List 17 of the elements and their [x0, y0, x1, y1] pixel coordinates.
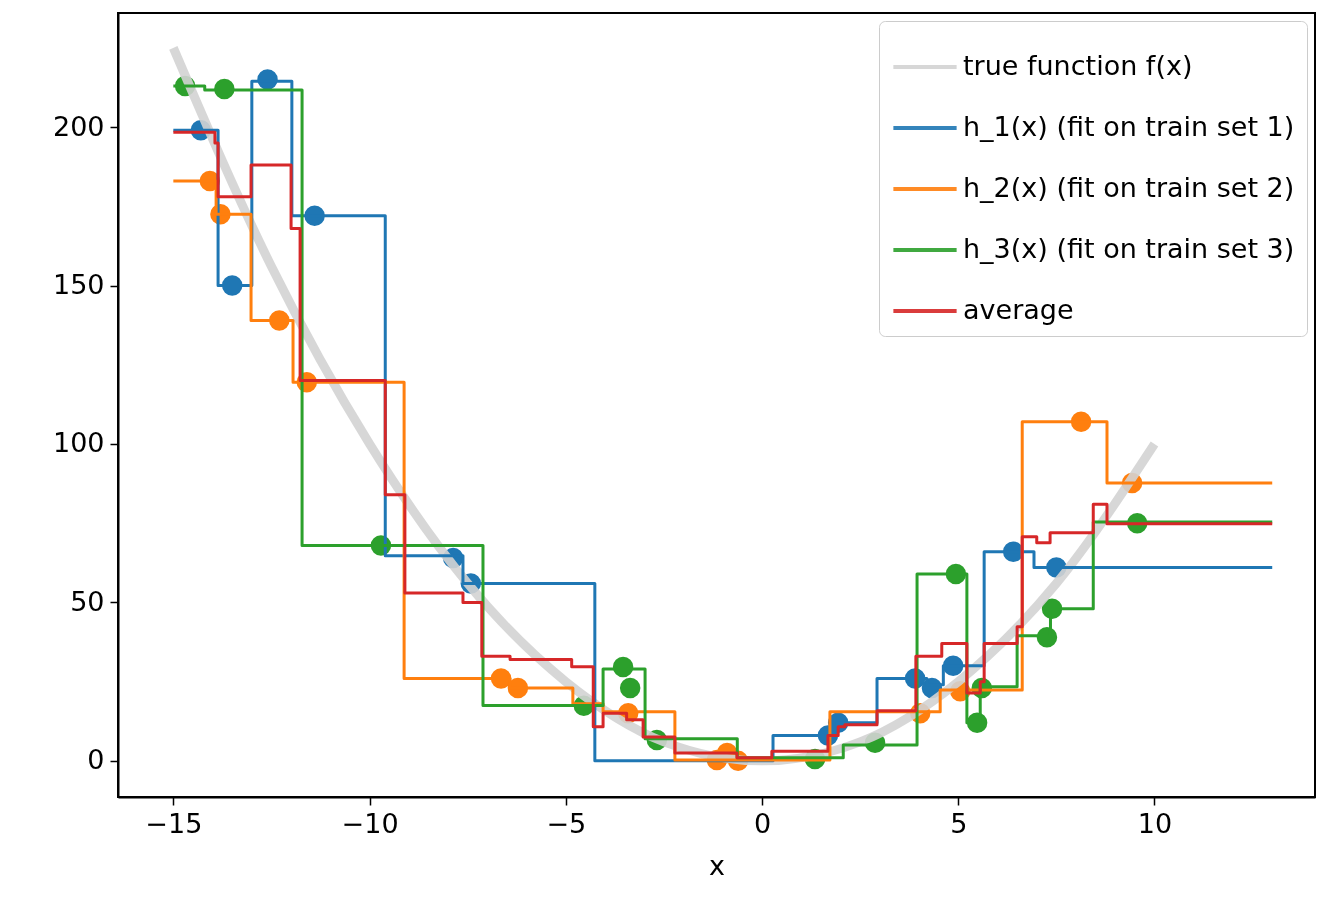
legend-label: h_2(x) (fit on train set 2) — [963, 172, 1295, 203]
legend-label: h_1(x) (fit on train set 1) — [963, 111, 1295, 142]
x-tick-label: −5 — [546, 807, 587, 839]
y-tick-label: 50 — [70, 585, 105, 617]
x-tick-label: 5 — [950, 807, 968, 839]
legend-label: true function f(x) — [963, 50, 1193, 81]
legend-label: h_3(x) (fit on train set 3) — [963, 233, 1295, 264]
y-tick-label: 0 — [87, 744, 105, 776]
x-tick-label: −15 — [145, 807, 203, 839]
y-tick-label: 100 — [52, 427, 105, 459]
x-tick-label: −10 — [341, 807, 399, 839]
x-tick-label: 0 — [753, 807, 772, 839]
y-tick-label: 150 — [52, 269, 105, 301]
y-tick-label: 200 — [52, 110, 105, 142]
legend-label: average — [963, 294, 1074, 325]
x-axis-title: x — [709, 849, 726, 881]
x-tick-label: 10 — [1137, 807, 1173, 839]
